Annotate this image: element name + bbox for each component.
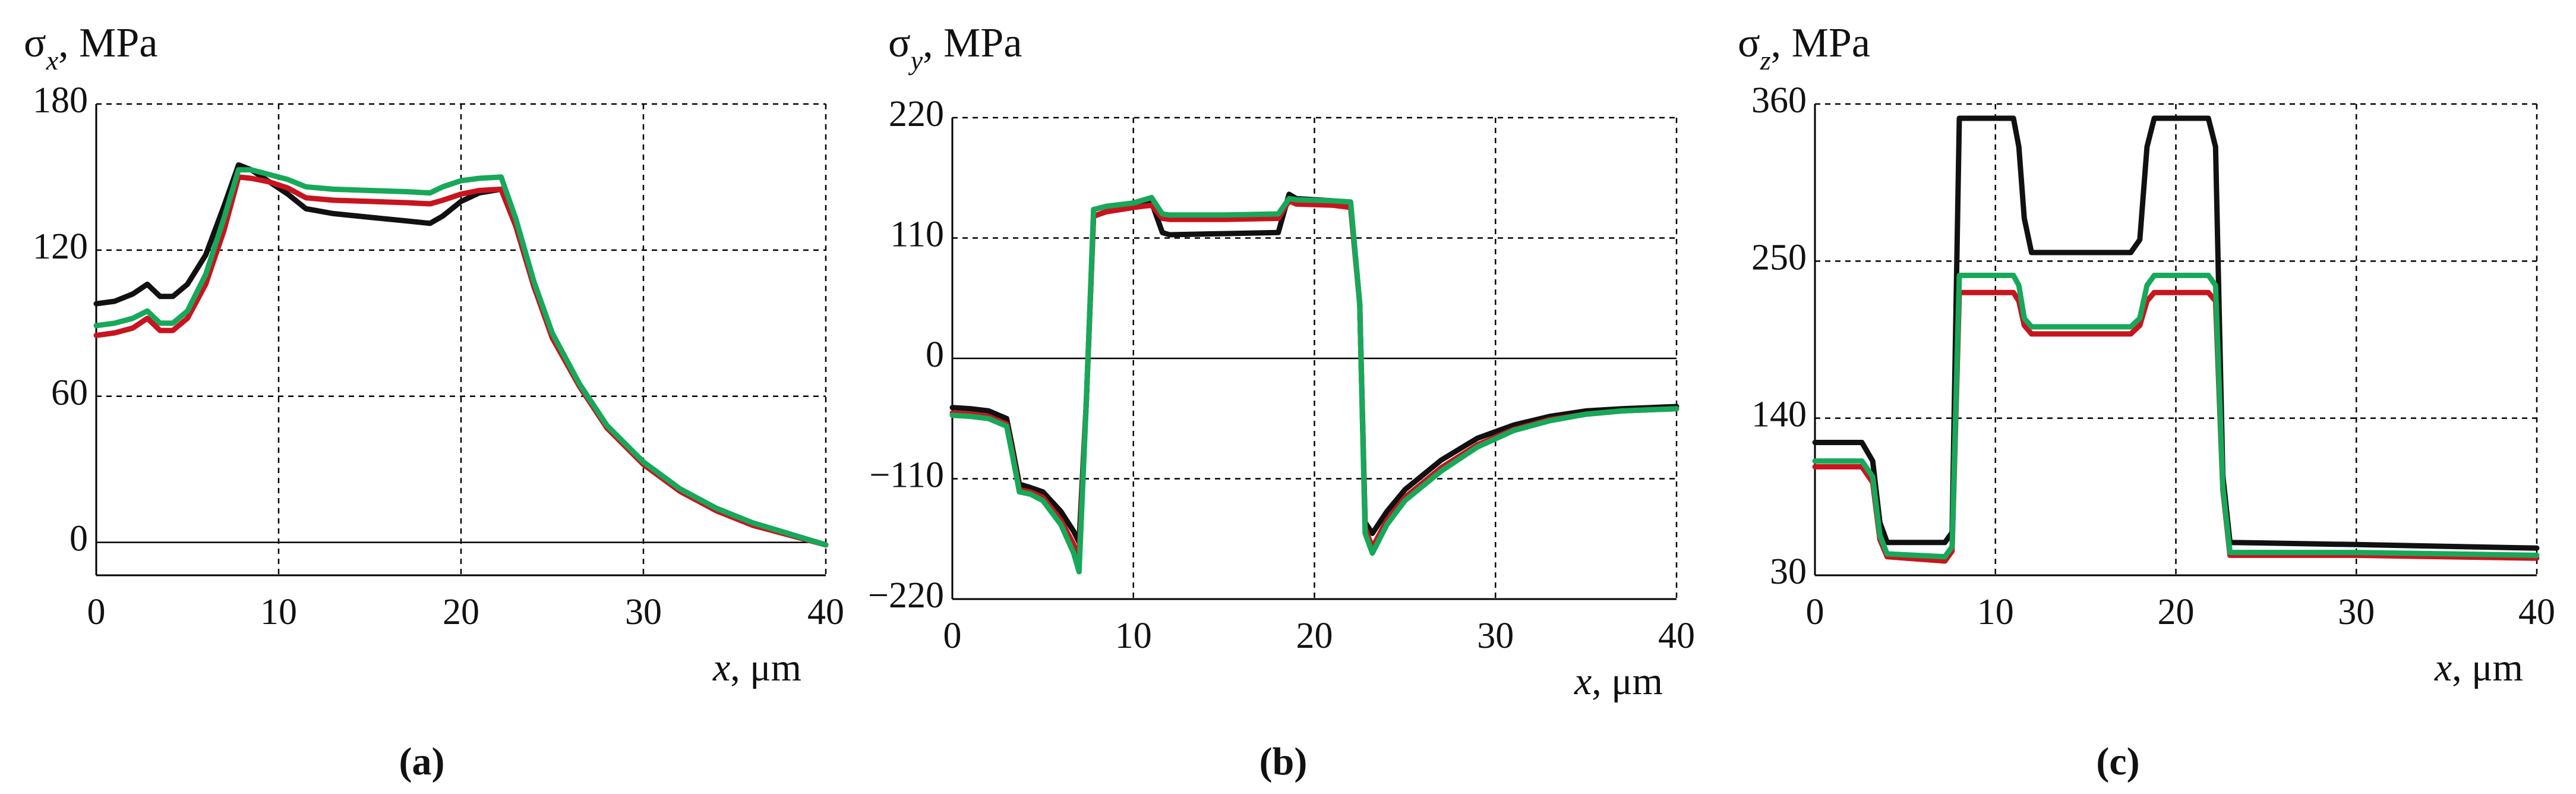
panel-b: 0 10 20 30 40 220 110 0 −110 −220 σy, MPa x, μm (… [868, 20, 1695, 783]
ylabel-a: σx, MPa [24, 20, 157, 75]
x-tick-label: 20 [2158, 592, 2195, 632]
y-tick-label: 60 [51, 373, 88, 413]
ylabel-c-symbol: σ [1738, 20, 1760, 66]
xlabel-c: x, μm [2434, 646, 2523, 689]
y-tick-label: −220 [868, 575, 944, 616]
x-tick-label: 30 [1477, 616, 1514, 656]
series-green-line [1812, 272, 2540, 560]
series-black-line [949, 191, 1680, 545]
x-tick-label: 0 [1806, 592, 1824, 632]
xlabel-b: x, μm [1574, 660, 1663, 703]
xlabel-a-unit: , μm [730, 646, 801, 689]
xlabel-a-symbol: x [712, 646, 730, 689]
ylabel-a-sub: x [46, 45, 59, 75]
series-green-line [949, 194, 1680, 575]
y-tick-label: 140 [1751, 395, 1807, 435]
x-tick-label: 30 [625, 592, 662, 632]
y-tick-label: 250 [1751, 237, 1807, 278]
x-tick-label: 20 [443, 592, 479, 632]
x-tick-label: 10 [1977, 592, 2014, 632]
caption-c: (c) [2096, 740, 2139, 783]
series-green-line [93, 167, 829, 548]
curves-c [1812, 115, 2540, 564]
caption-a: (a) [399, 740, 445, 783]
y-tick-label: 220 [889, 94, 944, 134]
ylabel-b: σy, MPa [888, 20, 1022, 75]
y-tick-label: 180 [33, 80, 88, 121]
xlabel-b-unit: , μm [1592, 660, 1663, 703]
x-tick-label: 20 [1296, 616, 1333, 656]
axes-b [951, 118, 1677, 600]
ticks-c: 0 10 20 30 40 360 250 140 30 [1751, 80, 2555, 632]
grid-c [1815, 103, 2538, 576]
xlabel-c-unit: , μm [2452, 646, 2523, 689]
x-tick-label: 30 [2338, 592, 2375, 632]
curves-a [93, 162, 829, 548]
x-tick-label: 40 [2518, 592, 2555, 632]
ylabel-a-unit: , MPa [58, 20, 157, 66]
ylabel-b-sub: y [908, 45, 923, 75]
panel-c: 0 10 20 30 40 360 250 140 30 σz, MPa x, μm (c) [1738, 20, 2555, 783]
curves-b [949, 191, 1680, 575]
ylabel-b-unit: , MPa [923, 20, 1022, 66]
ylabel-c: σz, MPa [1738, 20, 1870, 75]
y-tick-label: 120 [33, 226, 88, 267]
x-tick-label: 0 [87, 592, 106, 632]
x-tick-label: 10 [260, 592, 297, 632]
y-tick-label: 0 [70, 519, 88, 559]
x-tick-label: 40 [1658, 616, 1695, 656]
caption-b: (b) [1259, 740, 1308, 783]
ylabel-a-symbol: σ [24, 20, 46, 66]
axes-a [95, 104, 826, 576]
xlabel-b-symbol: x [1574, 660, 1592, 703]
x-tick-label: 0 [943, 616, 962, 656]
y-tick-label: −110 [869, 455, 944, 496]
y-tick-label: 110 [890, 215, 944, 255]
ylabel-c-sub: z [1760, 45, 1771, 75]
ylabel-c-unit: , MPa [1771, 20, 1870, 66]
series-black-line [93, 162, 829, 548]
xlabel-a: x, μm [712, 646, 801, 689]
x-tick-label: 10 [1115, 616, 1152, 656]
y-tick-label: 0 [926, 335, 944, 375]
ylabel-b-symbol: σ [888, 20, 911, 66]
x-tick-label: 40 [807, 592, 844, 632]
series-black-line [1812, 115, 2540, 551]
y-tick-label: 360 [1751, 80, 1807, 121]
y-tick-label: 30 [1770, 552, 1807, 592]
grid-a [96, 103, 827, 575]
ticks-b: 0 10 20 30 40 220 110 0 −110 −220 [868, 94, 1695, 656]
xlabel-c-symbol: x [2434, 646, 2452, 689]
ticks-a: 0 10 20 30 40 180 120 60 0 [33, 80, 844, 632]
axes-c [1814, 104, 2537, 576]
